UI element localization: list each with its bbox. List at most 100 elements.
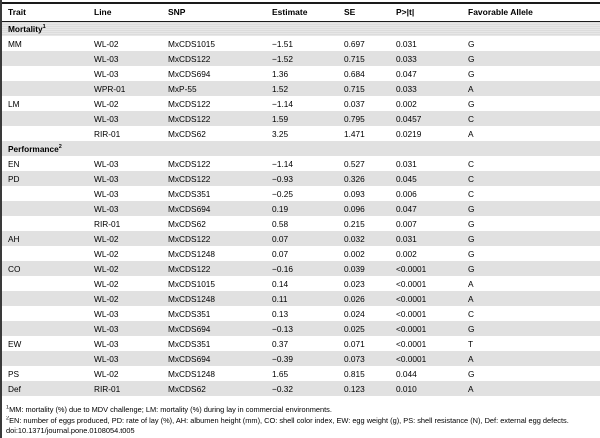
cell-trait: [2, 246, 94, 261]
cell-snp: MxCDS351: [168, 308, 211, 319]
cell-allele: G: [468, 321, 600, 336]
section-title: Mortality: [8, 23, 43, 34]
cell-estimate: −0.32: [272, 381, 344, 396]
cell-line: WL-02: [94, 248, 119, 259]
cell-p: 0.006: [396, 188, 417, 199]
cell-snp: MxCDS62: [168, 218, 206, 229]
table-row: PD WL-03 MxCDS122 −0.93 0.326 0.045 C: [2, 171, 600, 186]
cell-snp: MxCDS694: [168, 351, 272, 366]
table-header-row: Trait Line SNP Estimate SE P>|t| Favorable All…: [2, 3, 600, 21]
cell-snp: MxCDS122: [168, 98, 211, 109]
section-row: Performance2: [2, 141, 600, 156]
column-header: SNP: [168, 7, 186, 18]
cell-snp: MxCDS122: [168, 51, 272, 66]
cell-snp: MxCDS1248: [168, 248, 216, 259]
cell-allele: C: [468, 308, 474, 319]
cell-allele: C: [468, 188, 474, 199]
cell-se: 0.037: [344, 98, 365, 109]
cell-estimate: −0.25: [272, 188, 293, 199]
table-row: WL-03 MxCDS122 −1.52 0.715 0.033 G: [2, 51, 600, 66]
footnote-text: doi:10.1371/journal.pone.0108054.t005: [6, 426, 135, 435]
cell-se: 0.002: [344, 248, 365, 259]
table-row: WL-03 MxCDS694 −0.13 0.025 <0.0001 G: [2, 321, 600, 336]
cell-p: 0.044: [396, 368, 417, 379]
table-row: WL-03 MxCDS694 −0.39 0.073 <0.0001 A: [2, 351, 600, 366]
cell-p: <0.0001: [396, 338, 427, 349]
footnote-text: MM: mortality (%) due to MDV challenge; …: [9, 405, 332, 414]
cell-se: 0.684: [344, 68, 365, 79]
cell-se: 0.697: [344, 38, 365, 49]
cell-line: WL-03: [94, 351, 168, 366]
cell-trait: [2, 321, 94, 336]
cell-trait: EN: [8, 158, 20, 169]
cell-allele: G: [468, 368, 475, 379]
cell-trait: [2, 81, 94, 96]
cell-p: <0.0001: [396, 278, 427, 289]
cell-se: 0.715: [344, 81, 396, 96]
cell-trait: MM: [8, 38, 22, 49]
cell-snp: MxCDS1015: [168, 38, 216, 49]
cell-estimate: −1.14: [272, 98, 293, 109]
cell-estimate: −0.39: [272, 351, 344, 366]
cell-estimate: 0.13: [272, 308, 289, 319]
cell-p: <0.0001: [396, 291, 468, 306]
table-row: RIR-01 MxCDS62 3.25 1.471 0.0219 A: [2, 126, 600, 141]
footnote-text: EN: number of eggs produced, PD: rate of…: [9, 415, 569, 425]
cell-line: WL-03: [94, 321, 168, 336]
cell-allele: G: [468, 68, 475, 79]
cell-trait: [2, 111, 94, 126]
cell-se: 0.039: [344, 261, 396, 276]
cell-line: WL-02: [94, 291, 168, 306]
table-row: WPR-01 MxP-55 1.52 0.715 0.033 A: [2, 81, 600, 96]
cell-line: WL-03: [94, 51, 168, 66]
cell-line: RIR-01: [94, 128, 121, 139]
cell-se: 0.023: [344, 278, 365, 289]
table-row: Def RIR-01 MxCDS62 −0.32 0.123 0.010 A: [2, 381, 600, 396]
cell-estimate: 0.11: [272, 291, 344, 306]
cell-p: 0.033: [396, 51, 468, 66]
cell-snp: MxCDS694: [168, 201, 272, 216]
cell-allele: G: [468, 38, 475, 49]
table-row: WL-03 MxCDS694 0.19 0.096 0.047 G: [2, 201, 600, 216]
cell-p: 0.031: [396, 38, 417, 49]
footnote-marker: 1: [6, 405, 10, 411]
cell-line: WL-03: [94, 171, 168, 186]
cell-estimate: 0.37: [272, 338, 289, 349]
cell-snp: MxCDS1248: [168, 291, 272, 306]
cell-allele: G: [468, 261, 600, 276]
cell-p: <0.0001: [396, 321, 468, 336]
cell-trait: [2, 351, 94, 366]
cell-line: WL-02: [94, 368, 119, 379]
cell-p: 0.007: [396, 218, 417, 229]
cell-line: WL-02: [94, 261, 168, 276]
cell-p: 0.002: [396, 98, 417, 109]
cell-trait: PS: [8, 368, 20, 379]
table-row: AH WL-02 MxCDS122 0.07 0.032 0.031 G: [2, 231, 600, 246]
cell-line: WL-03: [94, 201, 168, 216]
cell-trait: [2, 126, 94, 141]
table-row: CO WL-02 MxCDS122 −0.16 0.039 <0.0001 G: [2, 261, 600, 276]
cell-estimate: 0.07: [272, 248, 289, 259]
cell-line: WL-02: [94, 231, 168, 246]
section-row: Mortality1: [2, 21, 600, 36]
cell-snp: MxCDS1248: [168, 368, 216, 379]
cell-estimate: −1.52: [272, 51, 344, 66]
cell-line: WL-03: [94, 158, 119, 169]
cell-line: RIR-01: [94, 218, 121, 229]
cell-trait: [2, 201, 94, 216]
table-row: LM WL-02 MxCDS122 −1.14 0.037 0.002 G: [2, 96, 600, 111]
cell-allele: A: [468, 291, 600, 306]
table-row: WL-03 MxCDS351 −0.25 0.093 0.006 C: [2, 186, 600, 201]
cell-trait: CO: [2, 261, 94, 276]
cell-allele: A: [468, 128, 474, 139]
cell-estimate: 0.07: [272, 231, 344, 246]
cell-allele: G: [468, 51, 600, 66]
cell-p: 0.010: [396, 381, 468, 396]
cell-p: <0.0001: [396, 261, 468, 276]
footnote-line: 2EN: number of eggs produced, PD: rate o…: [6, 416, 600, 427]
table-row: PS WL-02 MxCDS1248 1.65 0.815 0.044 G: [2, 366, 600, 381]
cell-allele: T: [468, 338, 474, 349]
cell-line: WPR-01: [94, 81, 168, 96]
cell-allele: G: [468, 248, 475, 259]
cell-snp: MxCDS62: [168, 128, 206, 139]
